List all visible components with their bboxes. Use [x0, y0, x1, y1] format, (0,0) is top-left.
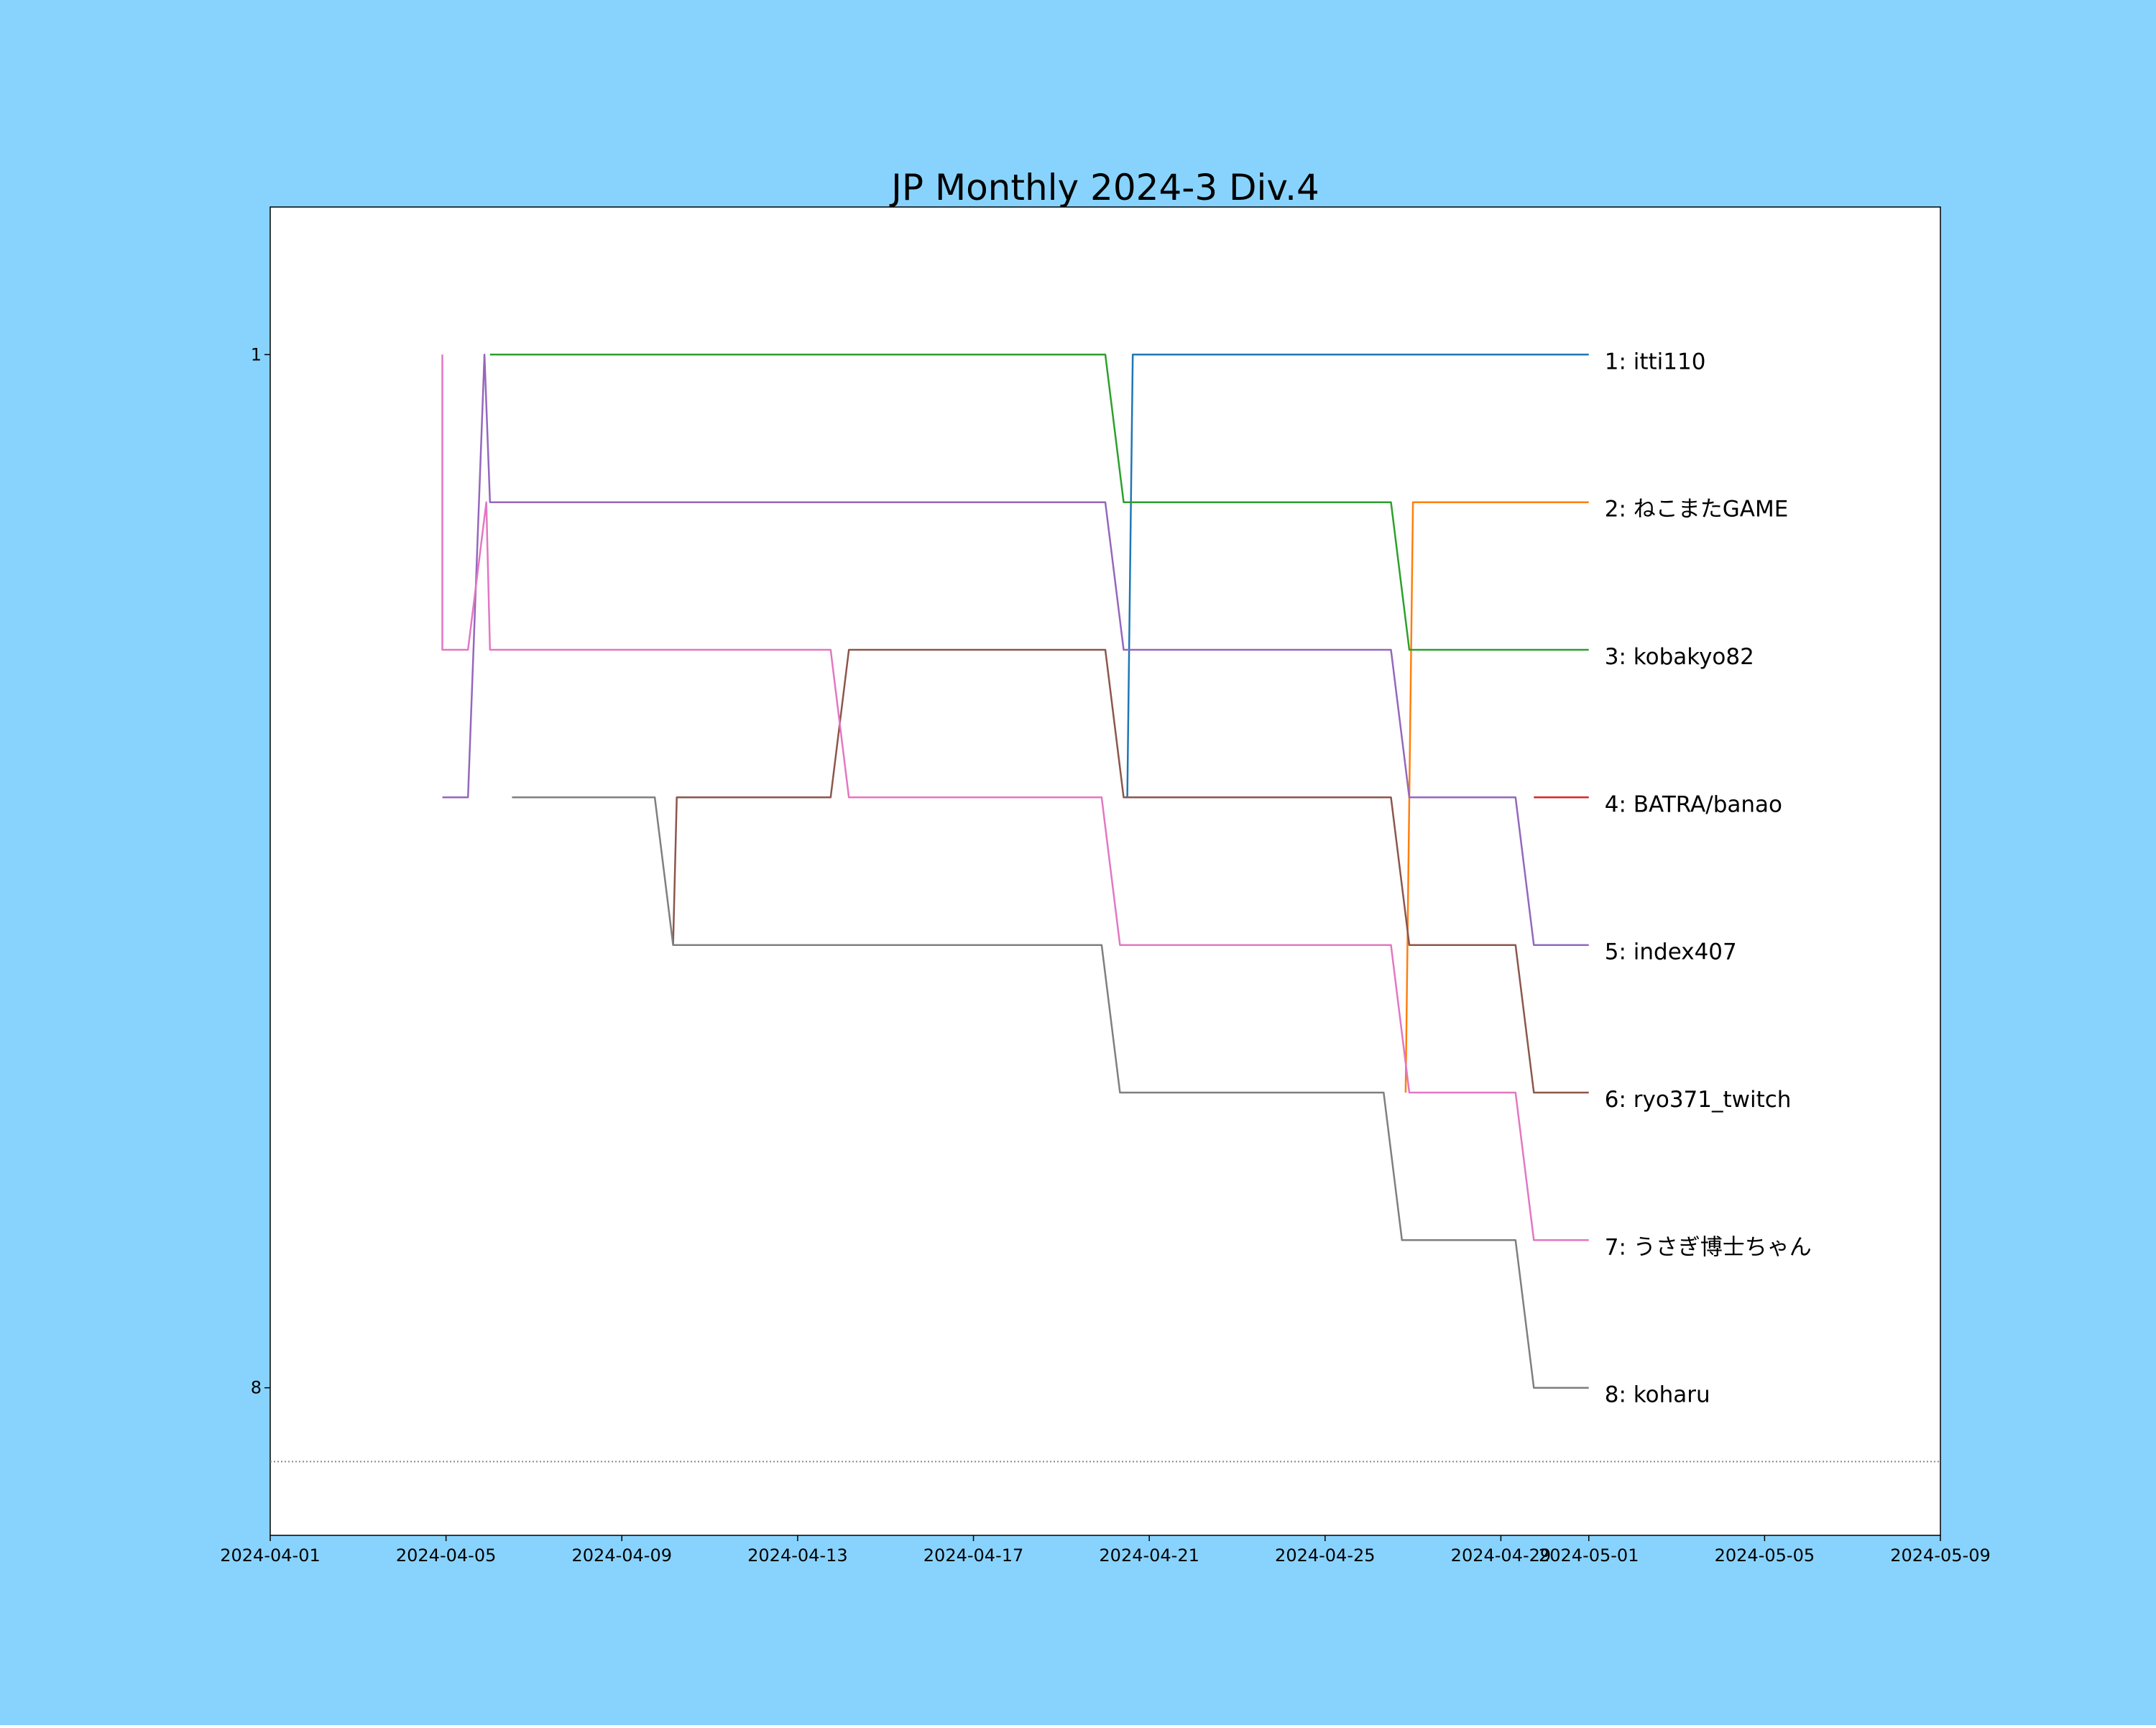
series-line-7	[441, 354, 1589, 1241]
y-tick-label: 1	[251, 344, 262, 364]
x-tick-label: 2024-04-01	[220, 1545, 320, 1566]
series-label-1: 1: itti110	[1605, 349, 1706, 374]
x-tick-label: 2024-04-29	[1451, 1545, 1551, 1566]
y-tick-label: 8	[251, 1378, 262, 1398]
series-label-2: 2: ねこまたGAME	[1605, 497, 1789, 523]
series-line-8	[512, 796, 1589, 1389]
series-line-2	[1404, 501, 1589, 1093]
series-line-3	[489, 354, 1589, 651]
x-tick-label: 2024-05-05	[1715, 1545, 1815, 1566]
series-label-6: 6: ryo371_twitch	[1605, 1087, 1792, 1113]
x-tick-label: 2024-04-13	[747, 1545, 847, 1566]
x-tick-label: 2024-04-25	[1275, 1545, 1375, 1566]
x-tick-label: 2024-04-05	[396, 1545, 496, 1566]
x-tick-label: 2024-04-17	[923, 1545, 1023, 1566]
series-label-5: 5: index407	[1605, 939, 1737, 965]
series-line-6	[672, 648, 1589, 1094]
x-tick-label: 2024-05-09	[1890, 1545, 1990, 1566]
series-line-5	[442, 354, 1589, 946]
series-layer	[441, 354, 1589, 1389]
x-axis-ticks: 2024-04-01 2024-04-05 2024-04-09 2024-04-13…	[220, 1535, 1991, 1566]
series-label-3: 3: kobakyo82	[1605, 644, 1754, 670]
series-label-8: 8: koharu	[1605, 1382, 1710, 1408]
x-tick-label: 2024-04-09	[572, 1545, 672, 1566]
series-label-layer: 1: itti110 2: ねこまたGAME 3: kobakyo82 4: BATR…	[1605, 349, 1812, 1407]
y-axis-ticks: 18	[251, 344, 270, 1398]
series-label-4: 4: BATRA/banao	[1605, 791, 1782, 817]
x-tick-label: 2024-04-21	[1099, 1545, 1199, 1566]
x-tick-label: 2024-05-01	[1539, 1545, 1639, 1566]
chart-title: JP Monthly 2024-3 Div.4	[889, 167, 1319, 208]
plot-area	[270, 206, 1941, 1536]
series-label-7: 7: うさぎ博士ちゃん	[1605, 1234, 1812, 1260]
